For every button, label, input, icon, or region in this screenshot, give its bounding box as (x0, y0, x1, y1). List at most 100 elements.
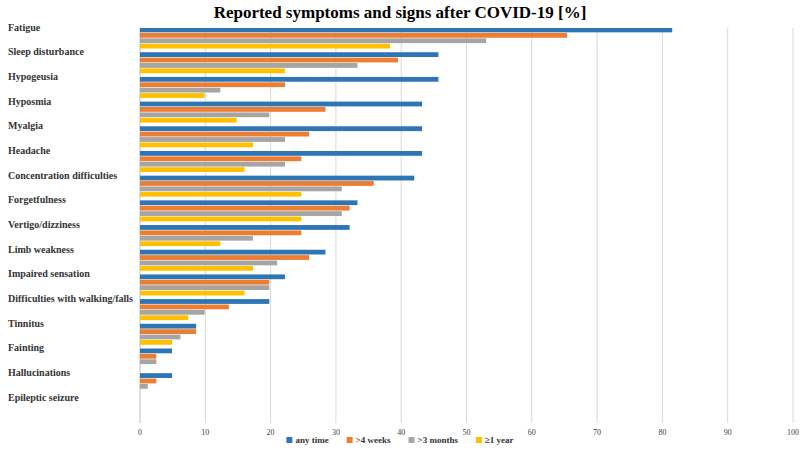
bar (140, 398, 141, 403)
bar (140, 324, 196, 329)
legend-label: any time (295, 435, 328, 445)
bar (140, 217, 301, 222)
category-label: Epileptic seizure (8, 392, 79, 403)
grid-line (466, 28, 467, 423)
bar (140, 315, 188, 320)
bar (140, 93, 205, 98)
bar (140, 211, 342, 216)
category-label: Fatigue (8, 22, 41, 33)
chart: Reported symptoms and signs after COVID-… (0, 0, 800, 450)
category-label: Impaired sensation (8, 268, 90, 279)
bar (140, 192, 301, 197)
bar (140, 250, 325, 255)
bar (140, 118, 237, 123)
bar (140, 112, 269, 117)
bar (140, 329, 196, 334)
bar (140, 310, 205, 315)
grid-line (662, 28, 663, 423)
bar (140, 373, 172, 378)
grid-line (727, 28, 728, 423)
bar (140, 176, 414, 181)
bar (140, 335, 180, 340)
bar (140, 291, 244, 296)
legend-swatch (409, 437, 415, 443)
bar (140, 186, 342, 191)
category-label: Tinnitus (8, 318, 44, 329)
bar (140, 354, 156, 359)
category-label: Myalgia (8, 120, 43, 131)
legend-swatch (347, 437, 353, 443)
category-label: Vertigo/dizziness (8, 219, 80, 230)
tick-label: 20 (267, 428, 275, 437)
bar (140, 63, 357, 68)
bar (140, 403, 141, 408)
bar (140, 305, 229, 310)
bar (140, 88, 220, 93)
category-label: Difficulties with walking/falls (8, 293, 133, 304)
bar (140, 200, 357, 205)
tick-label: 70 (593, 428, 601, 437)
bar (140, 162, 285, 167)
tick-label: 60 (528, 428, 536, 437)
bar (140, 102, 422, 107)
bar (140, 107, 325, 112)
bar (140, 38, 486, 43)
bar (140, 348, 172, 353)
legend-swatch (476, 437, 482, 443)
bar (140, 261, 277, 266)
grid-line (531, 28, 532, 423)
bar (140, 52, 438, 57)
grid-line (401, 28, 402, 423)
tick-label: 30 (332, 428, 340, 437)
tick-label: 40 (397, 428, 405, 437)
legend-label: >3 months (418, 435, 459, 445)
legend: any time >4 weeks >3 months ≥1 year (286, 435, 513, 445)
category-label: Hypogeusia (8, 71, 58, 82)
bar (140, 384, 148, 389)
tick-label: 80 (658, 428, 666, 437)
bar (140, 137, 285, 142)
grid-line (597, 28, 598, 423)
tick-label: 0 (138, 428, 142, 437)
bar (140, 151, 422, 156)
bar (140, 389, 141, 394)
bar (140, 236, 253, 241)
bar (140, 28, 672, 32)
bar (140, 285, 269, 290)
bar (140, 379, 156, 384)
category-label: Hyposmia (8, 96, 51, 107)
legend-swatch (286, 437, 292, 443)
bar (140, 255, 309, 260)
legend-label: >4 weeks (356, 435, 391, 445)
bar (140, 241, 220, 246)
category-label: Fainting (8, 342, 44, 353)
bar (140, 142, 253, 147)
bar (140, 77, 438, 82)
bar (140, 299, 269, 304)
tick-label: 90 (724, 428, 732, 437)
tick-label: 10 (201, 428, 209, 437)
bar (140, 44, 390, 49)
category-label: Headache (8, 145, 51, 156)
bar (140, 274, 285, 279)
category-label: Hallucinations (8, 367, 70, 378)
tick-label: 50 (463, 428, 471, 437)
bar (140, 132, 309, 137)
bar (140, 266, 253, 271)
category-label: Limb weakness (8, 244, 74, 255)
bar (140, 280, 269, 285)
category-label: Concentration difficulties (8, 170, 117, 181)
legend-label: ≥1 year (485, 435, 514, 445)
bar (140, 58, 398, 63)
bar (140, 126, 422, 131)
bars (140, 28, 672, 389)
bar (140, 181, 374, 186)
category-label: Sleep disturbance (8, 46, 84, 57)
bar (140, 340, 172, 345)
bar (140, 414, 141, 419)
bar (140, 409, 141, 414)
bar (140, 156, 301, 161)
bar (140, 167, 244, 172)
bar (140, 33, 567, 38)
bar (140, 82, 285, 87)
